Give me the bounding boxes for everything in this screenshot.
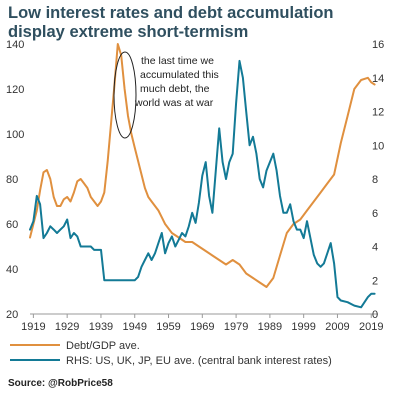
right-y-tick-label: 0 <box>372 309 378 321</box>
annotation-line-2: accumulated this <box>140 69 219 81</box>
right-y-tick-labels: 0 2 4 6 8 10 12 14 16 <box>372 39 384 321</box>
title-line-1: Low interest rates and debt accumulation <box>8 4 334 22</box>
x-tick-label: 1919 <box>21 321 45 333</box>
annotation-ellipse <box>113 51 137 139</box>
annotation-line-3: much debt, the <box>140 83 210 95</box>
interest-rate-line <box>29 59 376 309</box>
annotation-line-4: world was at war <box>134 97 214 109</box>
x-tick-label: 1949 <box>122 321 146 333</box>
legend-debt-label: Debt/GDP ave. <box>66 340 140 352</box>
annotation-text: the last time we accumulated this much d… <box>134 55 222 109</box>
x-tick-label: 1969 <box>190 321 214 333</box>
chart-title: Low interest rates and debt accumulation… <box>8 4 388 42</box>
right-y-tick-label: 10 <box>372 140 384 152</box>
left-y-tick-label: 80 <box>6 174 18 186</box>
x-tick-label: 1979 <box>224 321 248 333</box>
x-tick-label: 1959 <box>156 321 180 333</box>
x-tick-label: 1999 <box>291 321 315 333</box>
left-y-tick-labels: 20 40 60 80 100 120 140 <box>6 39 24 321</box>
left-y-tick-label: 120 <box>6 84 24 96</box>
debt-gdp-line <box>29 43 376 288</box>
left-y-tick-label: 60 <box>6 219 18 231</box>
x-tick-labels: 1919 1929 1939 1949 1959 1969 1979 1989 1999 2009… <box>21 314 383 333</box>
legend: Debt/GDP ave. RHS: US, UK, JP, EU ave. (… <box>10 340 332 367</box>
series-lines <box>29 43 376 309</box>
x-tick-label: 1989 <box>258 321 282 333</box>
x-tick-label: 2019 <box>359 321 383 333</box>
right-y-tick-label: 12 <box>372 107 384 119</box>
right-y-tick-label: 2 <box>372 275 378 287</box>
right-y-tick-label: 8 <box>372 174 378 186</box>
right-y-tick-label: 16 <box>372 39 384 51</box>
right-y-tick-label: 4 <box>372 242 378 254</box>
left-y-tick-label: 20 <box>6 309 18 321</box>
right-y-tick-label: 6 <box>372 208 378 220</box>
x-tick-label: 1939 <box>89 321 113 333</box>
x-tick-label: 2009 <box>325 321 349 333</box>
x-tick-label: 1929 <box>55 321 79 333</box>
left-y-tick-label: 140 <box>6 39 24 51</box>
left-y-tick-label: 100 <box>6 129 24 141</box>
right-y-tick-label: 14 <box>372 73 384 85</box>
legend-rates-label: RHS: US, UK, JP, EU ave. (central bank i… <box>66 355 332 367</box>
annotation-line-1: the last time we <box>141 55 214 67</box>
source-note: Source: @RobPrice58 <box>8 378 113 389</box>
left-y-tick-label: 40 <box>6 264 18 276</box>
title-line-2: display extreme short-termism <box>8 23 249 41</box>
